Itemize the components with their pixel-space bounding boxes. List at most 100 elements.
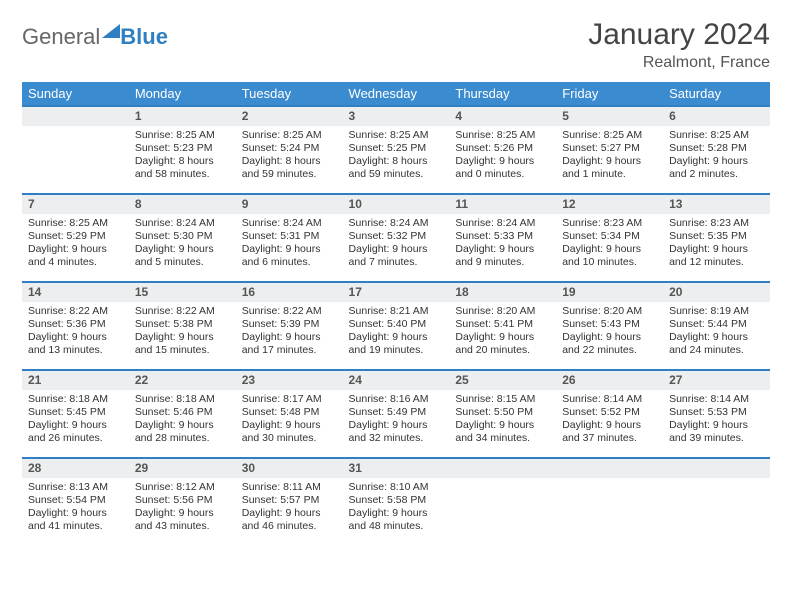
- day-number-cell: 18: [449, 282, 556, 302]
- sunrise-text: Sunrise: 8:22 AM: [135, 305, 230, 318]
- sunrise-text: Sunrise: 8:25 AM: [455, 129, 550, 142]
- day-number-cell: 28: [22, 458, 129, 478]
- sunrise-text: Sunrise: 8:25 AM: [242, 129, 337, 142]
- sunrise-text: Sunrise: 8:25 AM: [349, 129, 444, 142]
- daylight-text: Daylight: 9 hours and 32 minutes.: [349, 419, 444, 445]
- sunrise-text: Sunrise: 8:10 AM: [349, 481, 444, 494]
- day-number-cell: 5: [556, 106, 663, 126]
- daylight-text: Daylight: 9 hours and 37 minutes.: [562, 419, 657, 445]
- day-detail-cell: Sunrise: 8:20 AMSunset: 5:41 PMDaylight:…: [449, 302, 556, 370]
- sunset-text: Sunset: 5:54 PM: [28, 494, 123, 507]
- day-detail-cell: Sunrise: 8:22 AMSunset: 5:36 PMDaylight:…: [22, 302, 129, 370]
- day-number-cell: 3: [343, 106, 450, 126]
- daylight-text: Daylight: 9 hours and 48 minutes.: [349, 507, 444, 533]
- daylight-text: Daylight: 9 hours and 41 minutes.: [28, 507, 123, 533]
- day-number-cell: [22, 106, 129, 126]
- sunrise-text: Sunrise: 8:12 AM: [135, 481, 230, 494]
- weekday-header: Saturday: [663, 82, 770, 106]
- day-number-cell: 12: [556, 194, 663, 214]
- day-detail-cell: [22, 126, 129, 194]
- sunset-text: Sunset: 5:56 PM: [135, 494, 230, 507]
- title-block: January 2024 Realmont, France: [588, 18, 770, 72]
- day-detail-cell: [449, 478, 556, 546]
- sunrise-text: Sunrise: 8:20 AM: [562, 305, 657, 318]
- sunrise-text: Sunrise: 8:25 AM: [135, 129, 230, 142]
- sunset-text: Sunset: 5:40 PM: [349, 318, 444, 331]
- day-number-cell: 16: [236, 282, 343, 302]
- logo: General Blue: [22, 24, 168, 50]
- sunrise-text: Sunrise: 8:11 AM: [242, 481, 337, 494]
- day-number-cell: [663, 458, 770, 478]
- daylight-text: Daylight: 9 hours and 6 minutes.: [242, 243, 337, 269]
- sunset-text: Sunset: 5:36 PM: [28, 318, 123, 331]
- day-number-cell: 24: [343, 370, 450, 390]
- daylight-text: Daylight: 9 hours and 20 minutes.: [455, 331, 550, 357]
- day-detail-cell: Sunrise: 8:13 AMSunset: 5:54 PMDaylight:…: [22, 478, 129, 546]
- day-number-cell: 21: [22, 370, 129, 390]
- day-number-cell: 13: [663, 194, 770, 214]
- month-title: January 2024: [588, 18, 770, 52]
- weekday-header: Monday: [129, 82, 236, 106]
- daylight-text: Daylight: 8 hours and 58 minutes.: [135, 155, 230, 181]
- sunrise-text: Sunrise: 8:22 AM: [28, 305, 123, 318]
- day-detail-row: Sunrise: 8:25 AMSunset: 5:23 PMDaylight:…: [22, 126, 770, 194]
- weekday-header: Sunday: [22, 82, 129, 106]
- day-number-cell: 2: [236, 106, 343, 126]
- day-detail-cell: Sunrise: 8:20 AMSunset: 5:43 PMDaylight:…: [556, 302, 663, 370]
- sunset-text: Sunset: 5:28 PM: [669, 142, 764, 155]
- day-detail-cell: Sunrise: 8:22 AMSunset: 5:39 PMDaylight:…: [236, 302, 343, 370]
- day-number-cell: [449, 458, 556, 478]
- daylight-text: Daylight: 9 hours and 7 minutes.: [349, 243, 444, 269]
- weekday-header: Wednesday: [343, 82, 450, 106]
- calendar-table: Sunday Monday Tuesday Wednesday Thursday…: [22, 82, 770, 546]
- sunrise-text: Sunrise: 8:22 AM: [242, 305, 337, 318]
- daylight-text: Daylight: 9 hours and 26 minutes.: [28, 419, 123, 445]
- sunrise-text: Sunrise: 8:18 AM: [28, 393, 123, 406]
- daylight-text: Daylight: 9 hours and 28 minutes.: [135, 419, 230, 445]
- day-detail-cell: Sunrise: 8:17 AMSunset: 5:48 PMDaylight:…: [236, 390, 343, 458]
- sunrise-text: Sunrise: 8:20 AM: [455, 305, 550, 318]
- sunset-text: Sunset: 5:23 PM: [135, 142, 230, 155]
- sunset-text: Sunset: 5:58 PM: [349, 494, 444, 507]
- daylight-text: Daylight: 9 hours and 13 minutes.: [28, 331, 123, 357]
- daylight-text: Daylight: 9 hours and 17 minutes.: [242, 331, 337, 357]
- sunset-text: Sunset: 5:43 PM: [562, 318, 657, 331]
- sunrise-text: Sunrise: 8:19 AM: [669, 305, 764, 318]
- sunrise-text: Sunrise: 8:14 AM: [562, 393, 657, 406]
- sunrise-text: Sunrise: 8:25 AM: [669, 129, 764, 142]
- day-detail-cell: Sunrise: 8:24 AMSunset: 5:32 PMDaylight:…: [343, 214, 450, 282]
- day-detail-cell: Sunrise: 8:10 AMSunset: 5:58 PMDaylight:…: [343, 478, 450, 546]
- daylight-text: Daylight: 8 hours and 59 minutes.: [242, 155, 337, 181]
- day-detail-cell: Sunrise: 8:25 AMSunset: 5:29 PMDaylight:…: [22, 214, 129, 282]
- day-number-row: 14151617181920: [22, 282, 770, 302]
- day-number-cell: 1: [129, 106, 236, 126]
- daylight-text: Daylight: 8 hours and 59 minutes.: [349, 155, 444, 181]
- day-number-cell: 14: [22, 282, 129, 302]
- sunset-text: Sunset: 5:29 PM: [28, 230, 123, 243]
- day-detail-cell: [556, 478, 663, 546]
- sunset-text: Sunset: 5:25 PM: [349, 142, 444, 155]
- day-detail-cell: Sunrise: 8:15 AMSunset: 5:50 PMDaylight:…: [449, 390, 556, 458]
- day-number-cell: 4: [449, 106, 556, 126]
- sunrise-text: Sunrise: 8:18 AM: [135, 393, 230, 406]
- sunset-text: Sunset: 5:27 PM: [562, 142, 657, 155]
- day-detail-cell: Sunrise: 8:21 AMSunset: 5:40 PMDaylight:…: [343, 302, 450, 370]
- day-number-cell: 8: [129, 194, 236, 214]
- sunset-text: Sunset: 5:48 PM: [242, 406, 337, 419]
- sunrise-text: Sunrise: 8:21 AM: [349, 305, 444, 318]
- day-detail-cell: Sunrise: 8:24 AMSunset: 5:30 PMDaylight:…: [129, 214, 236, 282]
- daylight-text: Daylight: 9 hours and 2 minutes.: [669, 155, 764, 181]
- sunset-text: Sunset: 5:24 PM: [242, 142, 337, 155]
- sunset-text: Sunset: 5:35 PM: [669, 230, 764, 243]
- sunset-text: Sunset: 5:34 PM: [562, 230, 657, 243]
- day-detail-row: Sunrise: 8:22 AMSunset: 5:36 PMDaylight:…: [22, 302, 770, 370]
- day-detail-cell: Sunrise: 8:25 AMSunset: 5:26 PMDaylight:…: [449, 126, 556, 194]
- day-detail-cell: Sunrise: 8:25 AMSunset: 5:27 PMDaylight:…: [556, 126, 663, 194]
- daylight-text: Daylight: 9 hours and 9 minutes.: [455, 243, 550, 269]
- sunrise-text: Sunrise: 8:14 AM: [669, 393, 764, 406]
- day-detail-cell: Sunrise: 8:23 AMSunset: 5:35 PMDaylight:…: [663, 214, 770, 282]
- daylight-text: Daylight: 9 hours and 43 minutes.: [135, 507, 230, 533]
- logo-text-1: General: [22, 24, 100, 50]
- sunrise-text: Sunrise: 8:23 AM: [669, 217, 764, 230]
- day-number-cell: 11: [449, 194, 556, 214]
